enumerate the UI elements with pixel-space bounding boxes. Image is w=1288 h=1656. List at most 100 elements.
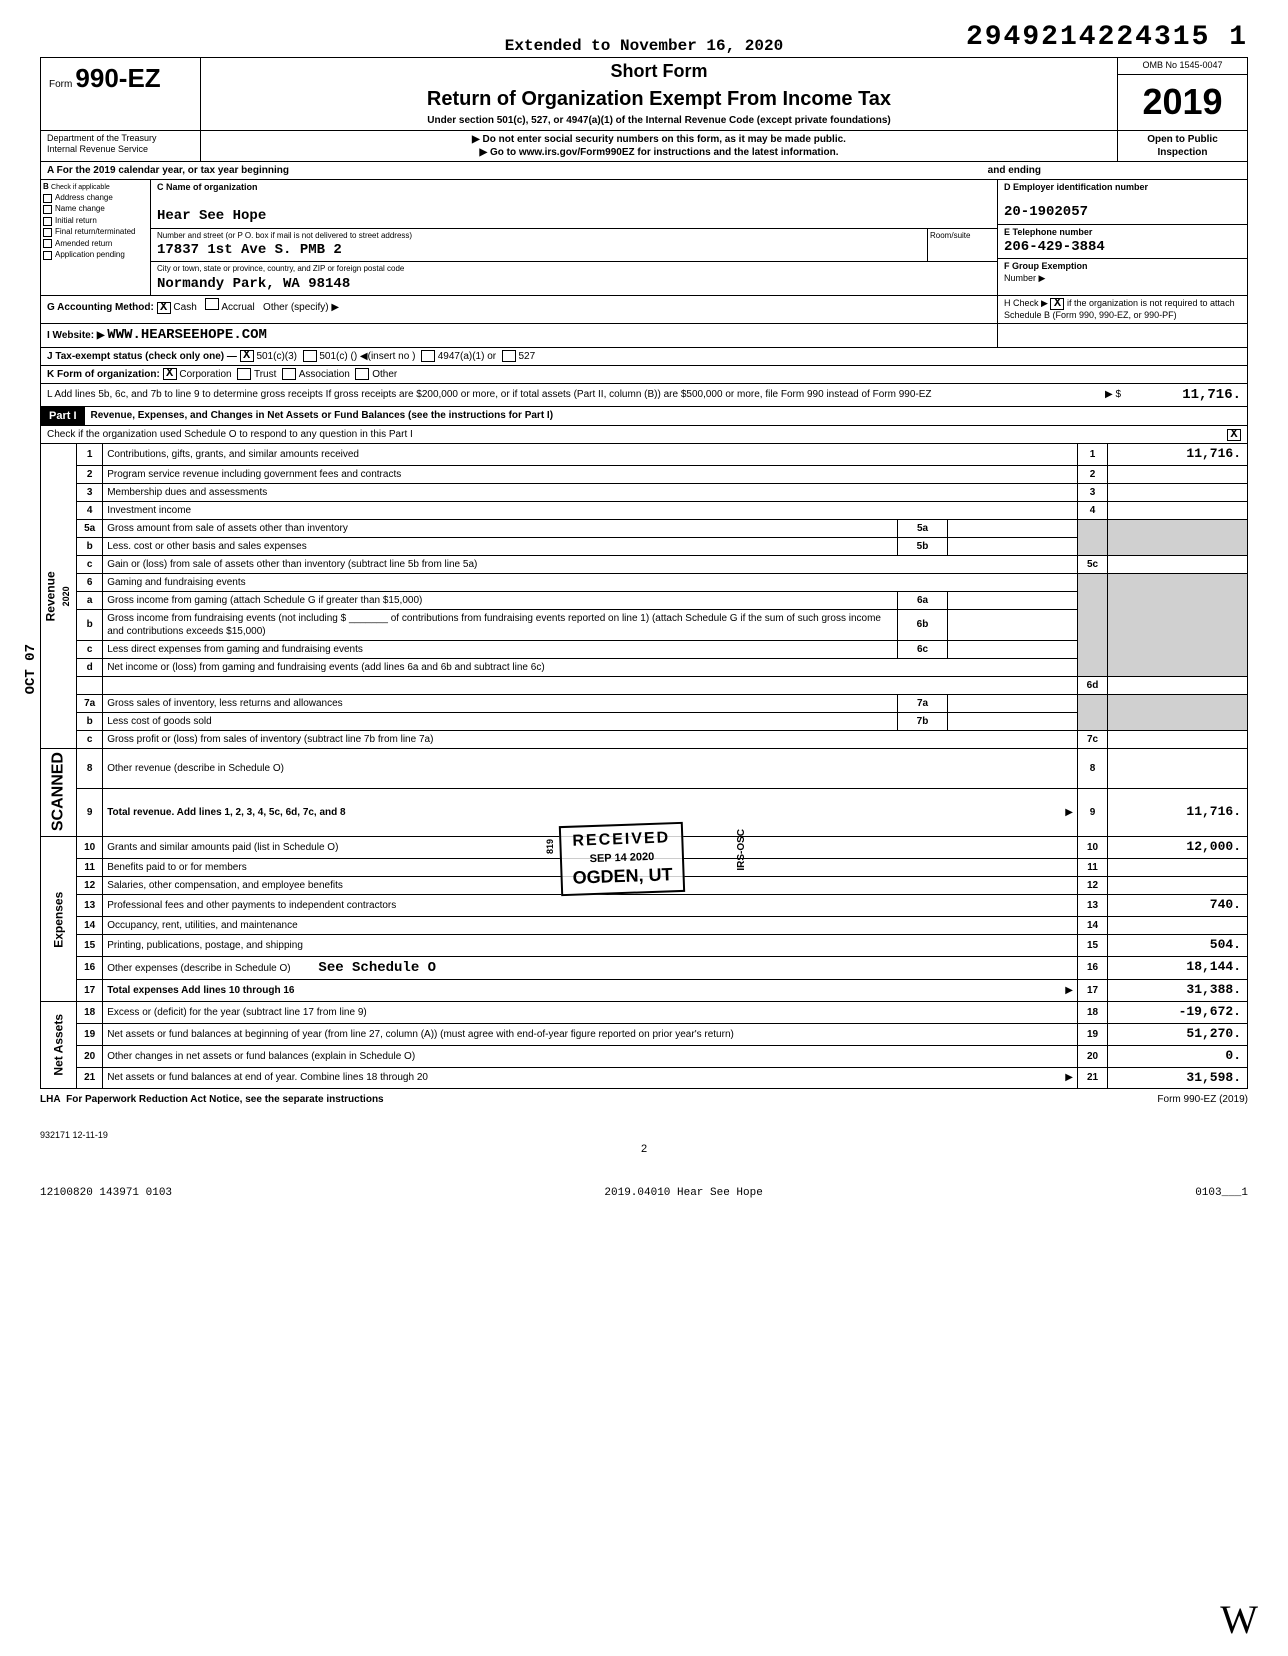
num-13: 13 xyxy=(1078,894,1108,916)
l-arrow: ▶ $ xyxy=(1105,388,1121,401)
j-501c: 501(c) ( xyxy=(319,350,353,363)
subval-7a xyxy=(948,694,1078,712)
d-label: D Employer identification number xyxy=(1004,182,1241,194)
sidelabel-expenses: Expenses xyxy=(41,837,77,1002)
desc-5a: Gross amount from sale of assets other t… xyxy=(103,519,898,537)
website: WWW.HEARSEEHOPE.COM xyxy=(107,327,267,343)
desc-1: Contributions, gifts, grants, and simila… xyxy=(103,444,1078,465)
num-11: 11 xyxy=(1078,858,1108,876)
l-text: L Add lines 5b, 6c, and 7b to line 9 to … xyxy=(47,389,932,400)
cb-initial[interactable] xyxy=(43,217,52,226)
val-3 xyxy=(1108,483,1248,501)
cb-assoc[interactable] xyxy=(282,368,296,380)
k-corp: Corporation xyxy=(179,368,231,381)
section-text: Under section 501(c), 527, or 4947(a)(1)… xyxy=(209,114,1109,127)
num-10: 10 xyxy=(1078,837,1108,859)
subval-7b xyxy=(948,712,1078,730)
cb-schedule-o[interactable]: X xyxy=(1227,429,1241,441)
ln-19: 19 xyxy=(77,1023,103,1045)
desc-2: Program service revenue including govern… xyxy=(103,465,1078,483)
open-public: Open to Public xyxy=(1120,133,1245,146)
j-insert: ) ◀(insert no ) xyxy=(354,350,416,363)
desc-6b: Gross income from fundraising events (no… xyxy=(103,609,898,640)
cb-h[interactable]: X xyxy=(1050,298,1064,310)
ln-8: 8 xyxy=(77,748,103,788)
paperwork-notice: For Paperwork Reduction Act Notice, see … xyxy=(66,1094,384,1105)
part1-label: Part I xyxy=(41,407,85,425)
ln-4: 4 xyxy=(77,501,103,519)
desc-19: Net assets or fund balances at beginning… xyxy=(103,1023,1078,1045)
f-label: F Group Exemption xyxy=(1004,261,1241,273)
ln-7b: b xyxy=(77,712,103,730)
cb-527[interactable] xyxy=(502,350,516,362)
cb-501c[interactable] xyxy=(303,350,317,362)
row-j: J Tax-exempt status (check only one) — X… xyxy=(40,348,1248,366)
cb-accrual[interactable] xyxy=(205,298,219,310)
desc-21: Net assets or fund balances at end of ye… xyxy=(103,1067,1078,1089)
part1-title: Revenue, Expenses, and Changes in Net As… xyxy=(85,407,1247,424)
ln-2: 2 xyxy=(77,465,103,483)
ln-17: 17 xyxy=(77,979,103,1001)
row-i: I Website: ▶ WWW.HEARSEEHOPE.COM xyxy=(40,324,1248,347)
opt-address: Address change xyxy=(55,193,113,203)
subval-5b xyxy=(948,537,1078,555)
cb-name-change[interactable] xyxy=(43,205,52,214)
ln-18: 18 xyxy=(77,1001,103,1023)
desc-6: Gaming and fundraising events xyxy=(103,573,1078,591)
j-4947: 4947(a)(1) or xyxy=(438,350,496,363)
desc-15: Printing, publications, postage, and shi… xyxy=(103,934,1078,956)
num-18: 18 xyxy=(1078,1001,1108,1023)
subval-6b xyxy=(948,609,1078,640)
num-15: 15 xyxy=(1078,934,1108,956)
check-o-text: Check if the organization used Schedule … xyxy=(47,428,413,441)
opt-amended: Amended return xyxy=(55,239,112,249)
ln-10: 10 xyxy=(77,837,103,859)
sidelabel-scanned: SCANNED xyxy=(41,748,77,836)
desc-20: Other changes in net assets or fund bala… xyxy=(103,1045,1078,1067)
num-1: 1 xyxy=(1078,444,1108,465)
cb-corp[interactable]: X xyxy=(163,368,177,380)
subval-6a xyxy=(948,591,1078,609)
sub-7a: 7a xyxy=(898,694,948,712)
cb-final[interactable] xyxy=(43,228,52,237)
desc-16: Other expenses (describe in Schedule O) … xyxy=(103,956,1078,979)
cb-amended[interactable] xyxy=(43,239,52,248)
g-accrual: Accrual xyxy=(221,302,254,313)
street-address: 17837 1st Ave S. PMB 2 xyxy=(157,241,921,259)
h-label: H Check ▶ xyxy=(1004,298,1048,308)
cb-trust[interactable] xyxy=(237,368,251,380)
j-label: J Tax-exempt status (check only one) — xyxy=(47,350,237,363)
desc-6a: Gross income from gaming (attach Schedul… xyxy=(103,591,898,609)
sub-6a: 6a xyxy=(898,591,948,609)
num-9: 9 xyxy=(1078,788,1108,836)
num-17: 17 xyxy=(1078,979,1108,1001)
desc-4: Investment income xyxy=(103,501,1078,519)
cb-address-change[interactable] xyxy=(43,194,52,203)
val-7c xyxy=(1108,730,1248,748)
row-g: G Accounting Method: X Cash Accrual Othe… xyxy=(40,296,1248,325)
page-number: 2 xyxy=(40,1142,1248,1156)
footer-row: LHA For Paperwork Reduction Act Notice, … xyxy=(40,1089,1248,1110)
val-13: 740. xyxy=(1108,894,1248,916)
cb-other[interactable] xyxy=(355,368,369,380)
cb-4947[interactable] xyxy=(421,350,435,362)
cb-pending[interactable] xyxy=(43,251,52,260)
opt-pending: Application pending xyxy=(55,250,125,260)
b-label: B xyxy=(43,182,49,191)
cb-501c3[interactable]: X xyxy=(240,350,254,362)
desc-14: Occupancy, rent, utilities, and maintena… xyxy=(103,916,1078,934)
omb-number: OMB No 1545-0047 xyxy=(1118,58,1247,75)
opt-name: Name change xyxy=(55,204,105,214)
k-assoc: Association xyxy=(299,368,350,381)
desc-5b: Less. cost or other basis and sales expe… xyxy=(103,537,898,555)
val-15: 504. xyxy=(1108,934,1248,956)
k-other: Other xyxy=(372,368,397,381)
footer-bottom: 12100820 143971 0103 2019.04010 Hear See… xyxy=(40,1186,1248,1200)
j-527: 527 xyxy=(518,350,535,363)
cb-cash[interactable]: X xyxy=(157,302,171,314)
val-19: 51,270. xyxy=(1108,1023,1248,1045)
ln-5b: b xyxy=(77,537,103,555)
row-a: A For the 2019 calendar year, or tax yea… xyxy=(40,162,1248,180)
bottom-left: 12100820 143971 0103 xyxy=(40,1186,172,1200)
check-o-row: Check if the organization used Schedule … xyxy=(40,426,1248,444)
